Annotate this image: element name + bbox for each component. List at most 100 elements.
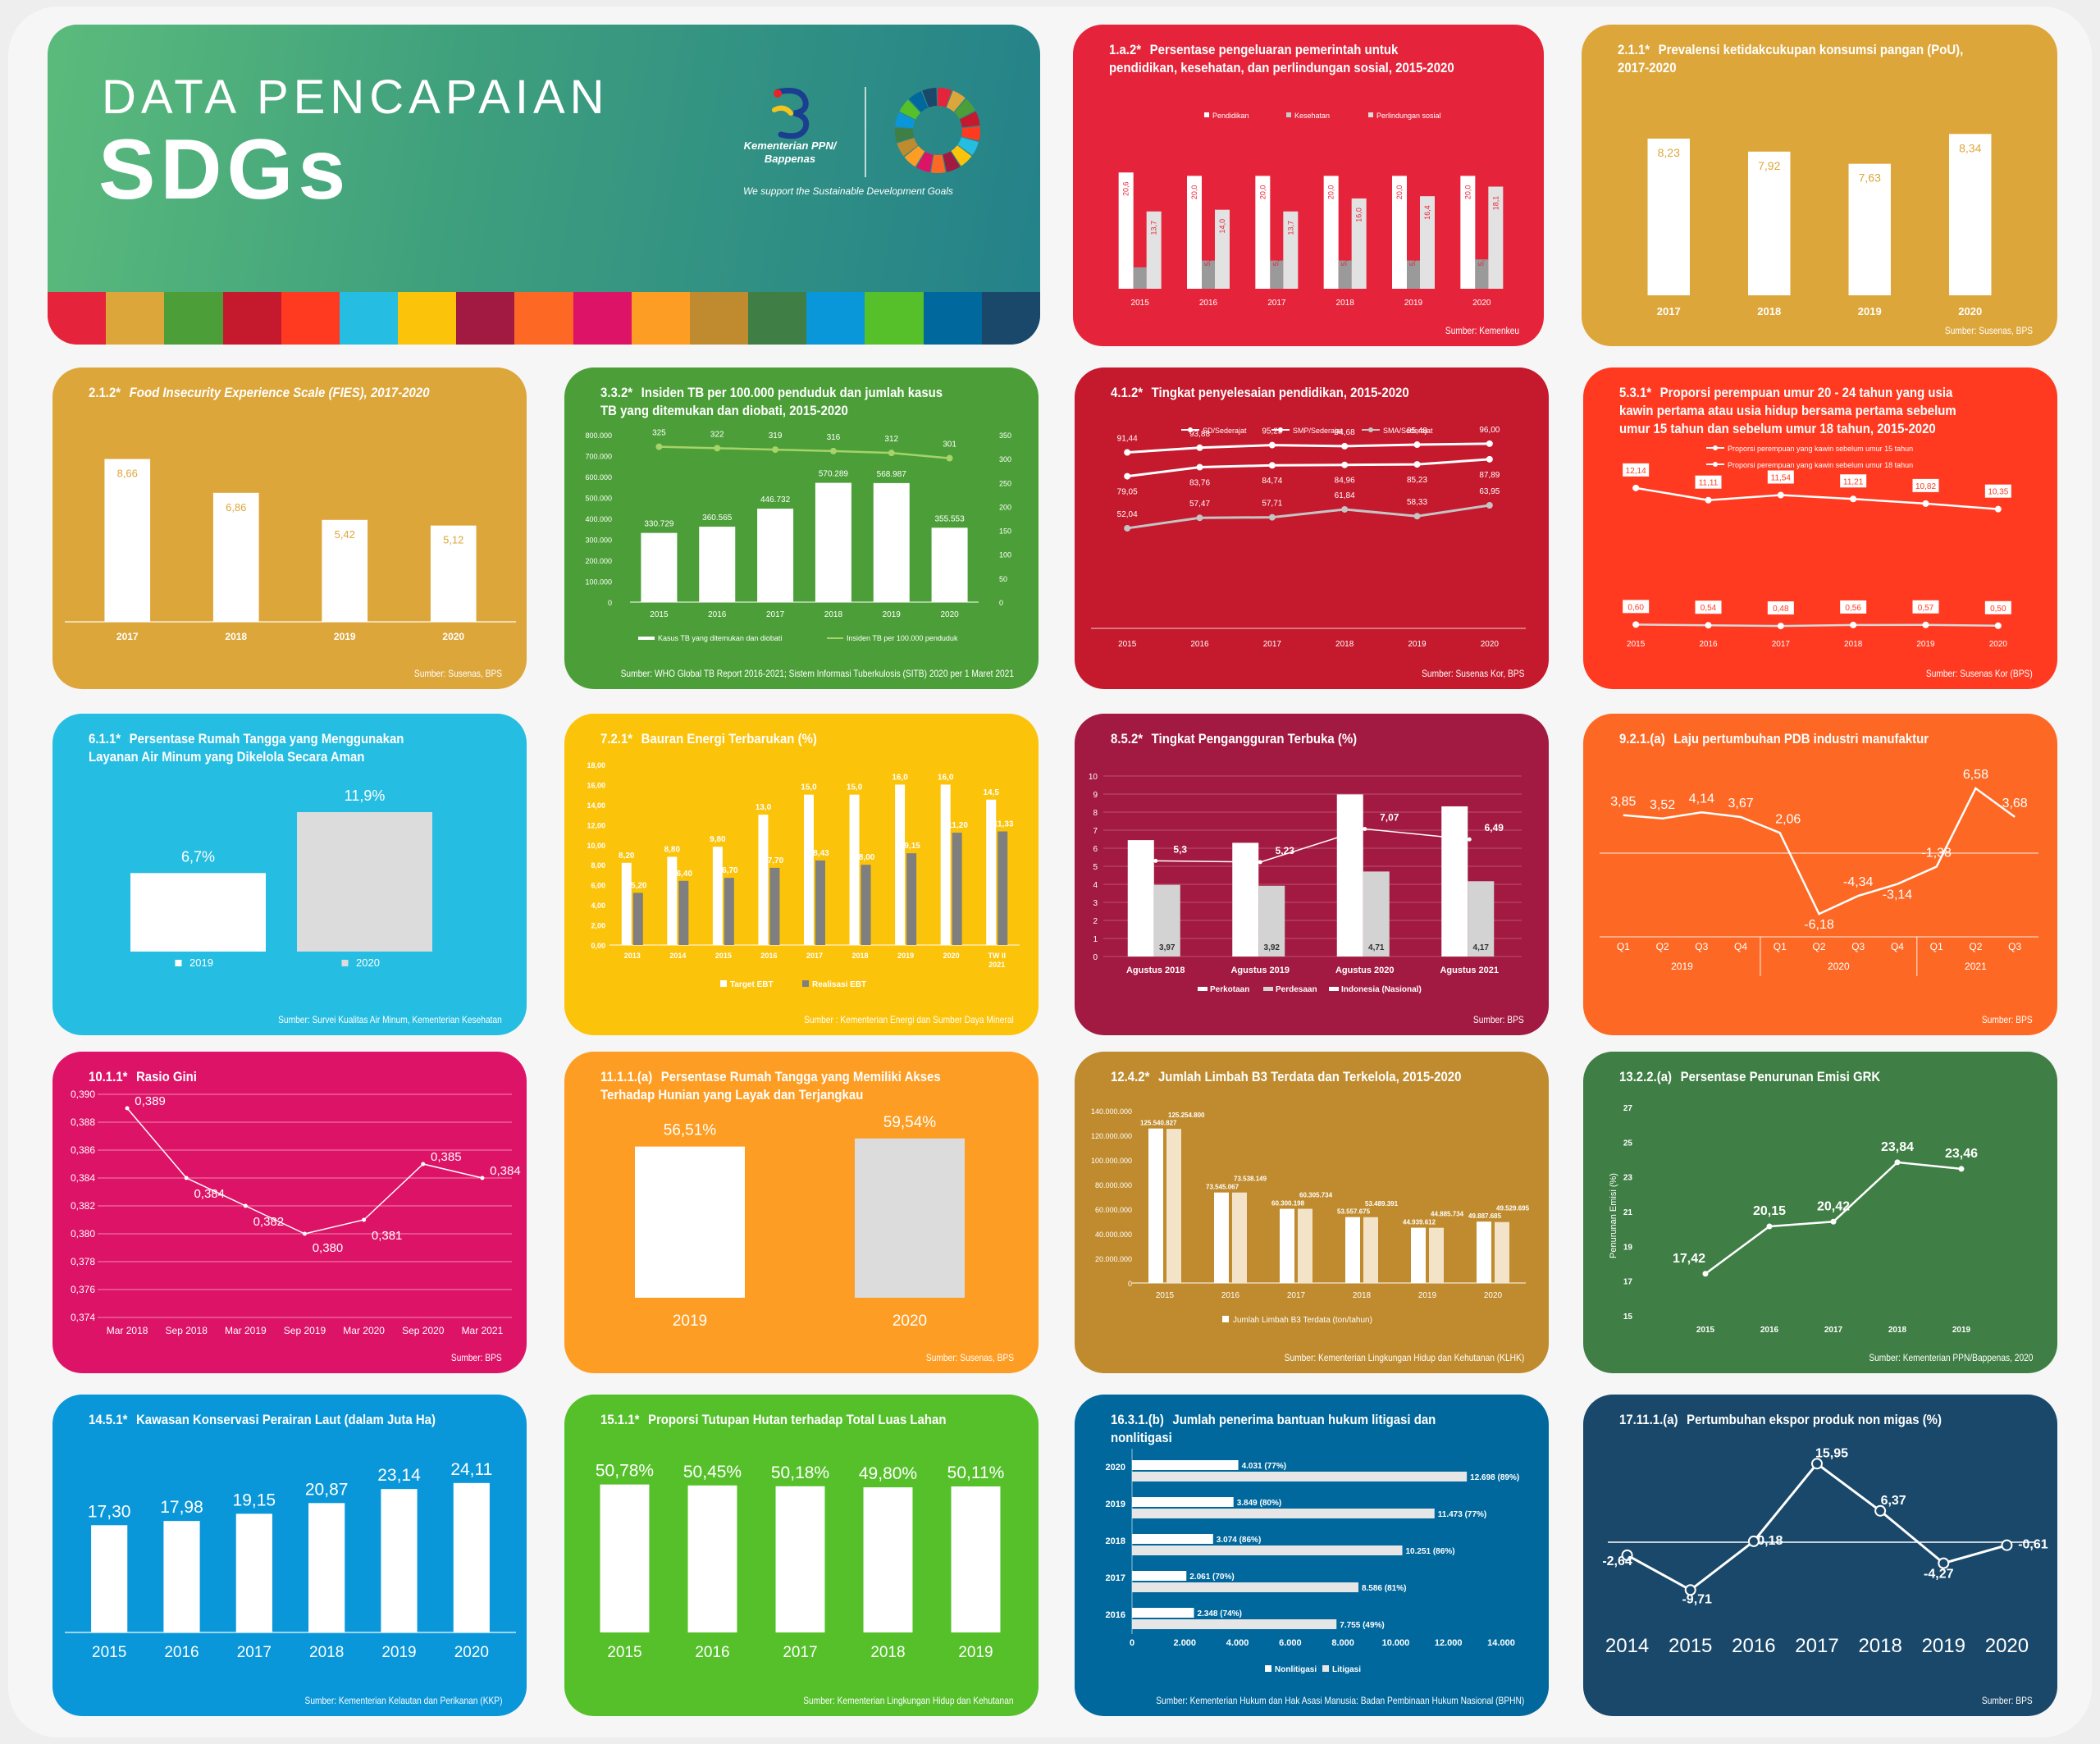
data-label: 15,0: [801, 783, 817, 792]
category-label: 2014: [1605, 1635, 1649, 1657]
data-label: 93,88: [1189, 430, 1210, 439]
y-tick: 0,374: [71, 1312, 95, 1323]
data-point: [1850, 621, 1857, 628]
data-label: 95,25: [1262, 427, 1282, 436]
data-point: [1413, 441, 1421, 449]
y-tick-left: 200.000: [585, 557, 612, 565]
panel-p212: 2.1.2* Food Insecurity Experience Scale (…: [52, 368, 527, 689]
legend-label: Perdesaan: [1276, 985, 1317, 994]
bar: [1338, 260, 1352, 289]
stripe-segment: [689, 292, 749, 345]
indicator-code: 2.1.2*: [89, 385, 121, 400]
panel-title: 15.1.1* Proporsi Tutupan Hutan terhadap T…: [600, 1411, 957, 1429]
data-label: 11.473 (77%): [1438, 1510, 1487, 1519]
terkelola-bar: [1166, 1129, 1181, 1283]
bar: [1146, 211, 1162, 289]
panel-title: 7.2.1* Bauran Energi Terbarukan (%): [600, 730, 957, 748]
panel-p1322: 13.2.2.(a) Persentase Penurunan Emisi GRK…: [1583, 1052, 2057, 1373]
category-label: 2018: [309, 1644, 344, 1661]
ministry-name: Kementerian PPN/ Bappenas: [743, 139, 837, 165]
bar: [1323, 176, 1339, 289]
data-label: 23,46: [1945, 1147, 1978, 1161]
y-tick: 0,376: [71, 1284, 95, 1295]
y-tick: 5: [1093, 863, 1098, 872]
data-point: [362, 1217, 367, 1222]
category-label: Q4: [1734, 941, 1747, 952]
panel-p412: 4.1.2* Tingkat penyelesaian pendidikan, 2…: [1075, 368, 1549, 689]
data-point: [1124, 473, 1131, 480]
bar: [635, 1146, 745, 1298]
chart-p211: 8,23 2017 7,92 2018 7,63 2019 8,34 2020: [1647, 134, 1992, 317]
panel-p531: 5.3.1* Proporsi perempuan umur 20 - 24 ta…: [1583, 368, 2057, 689]
category-label: 2016: [708, 610, 727, 619]
data-label: 73.545.067: [1206, 1184, 1239, 1191]
category-label: 2015: [92, 1644, 126, 1661]
panel-title: 6.1.1* Persentase Rumah Tangga yang Mengg…: [89, 730, 445, 766]
y-tick: 27: [1623, 1104, 1633, 1113]
data-point: [1922, 500, 1929, 507]
bar: [1283, 211, 1299, 289]
chart-p412: SD/Sederajat 91,44 93,88 95,25 94,68 95,48 96,…: [1091, 426, 1526, 649]
data-label: 60.300.198: [1271, 1200, 1305, 1208]
data-label: -2,64: [1602, 1555, 1632, 1568]
indicator-title: Tingkat Pengangguran Terbuka (%): [1151, 731, 1358, 746]
data-label: 49.887.685: [1468, 1212, 1502, 1220]
category-label: 2018: [1335, 640, 1354, 649]
litigasi-bar: [1132, 1509, 1435, 1518]
target-bar: [986, 799, 997, 945]
data-label: 7,70: [768, 856, 784, 865]
data-label: 5,20: [631, 881, 647, 890]
group-label: 2020: [1828, 961, 1850, 972]
y-tick: 0,382: [71, 1200, 95, 1212]
nonlitigasi-bar: [1132, 1534, 1213, 1544]
y-tick: 100.000.000: [1091, 1157, 1132, 1165]
terkelola-bar: [1495, 1221, 1509, 1283]
panel-title: 2.1.2* Food Insecurity Experience Scale (…: [89, 384, 445, 402]
data-label: 0,60: [1628, 603, 1644, 612]
stripe-segment: [456, 292, 515, 345]
data-label: 50,18%: [771, 1463, 829, 1482]
legend-label: Jumlah Limbah B3 Terdata (ton/tahun): [1233, 1316, 1372, 1325]
panel-source: Sumber: BPS: [1982, 1695, 2033, 1706]
category-label: 2016: [1199, 299, 1218, 308]
data-point: [1486, 502, 1493, 509]
y-tick: 140.000.000: [1091, 1107, 1132, 1116]
data-point: [1684, 1584, 1696, 1596]
data-point: [1486, 440, 1493, 447]
category-label: 2017: [1287, 1291, 1306, 1300]
category-label: 2016: [1760, 1326, 1779, 1335]
data-label: 8,66: [117, 468, 138, 480]
data-label: 8,00: [859, 853, 875, 862]
data-label: 8,80: [664, 845, 681, 854]
data-label: 5,2: [1477, 256, 1485, 267]
data-point: [2001, 1539, 2013, 1551]
data-label: 0,48: [1773, 605, 1789, 614]
stripe-segment: [398, 292, 457, 345]
data-label: 20,0: [1395, 185, 1404, 200]
bar: [130, 873, 266, 952]
data-label: 16,4: [1423, 205, 1431, 220]
label-box: [1912, 478, 1939, 492]
sdg-wheel-segment: [961, 126, 980, 141]
y-tick-right: 200: [999, 503, 1011, 511]
bar: [1475, 259, 1489, 289]
terdata-bar: [1477, 1221, 1491, 1283]
category-label: 2014: [669, 952, 686, 960]
panel-source: Sumber: BPS: [1982, 1014, 2033, 1025]
y-tick-left: 700.000: [585, 453, 612, 461]
target-bar: [895, 784, 906, 945]
y-tick-right: 50: [999, 575, 1007, 583]
panel-source: Sumber: Susenas Kor, BPS: [1421, 668, 1524, 679]
category-label: 2016: [164, 1644, 199, 1661]
category-label: Q3: [1695, 941, 1708, 952]
category-label: 2017: [237, 1644, 272, 1661]
indicator-title: Jumlah Limbah B3 Terdata dan Terkelola, …: [1157, 1069, 1462, 1084]
data-point: [1188, 427, 1193, 432]
category-label: Agustus 2021: [1440, 966, 1499, 975]
bar: [855, 1138, 965, 1298]
y-tick: 10: [1089, 773, 1098, 782]
sdg-wheel-segment: [930, 154, 946, 173]
data-label: 0,384: [194, 1187, 225, 1201]
indicator-code: 10.1.1*: [89, 1069, 128, 1084]
target-bar: [804, 794, 814, 945]
